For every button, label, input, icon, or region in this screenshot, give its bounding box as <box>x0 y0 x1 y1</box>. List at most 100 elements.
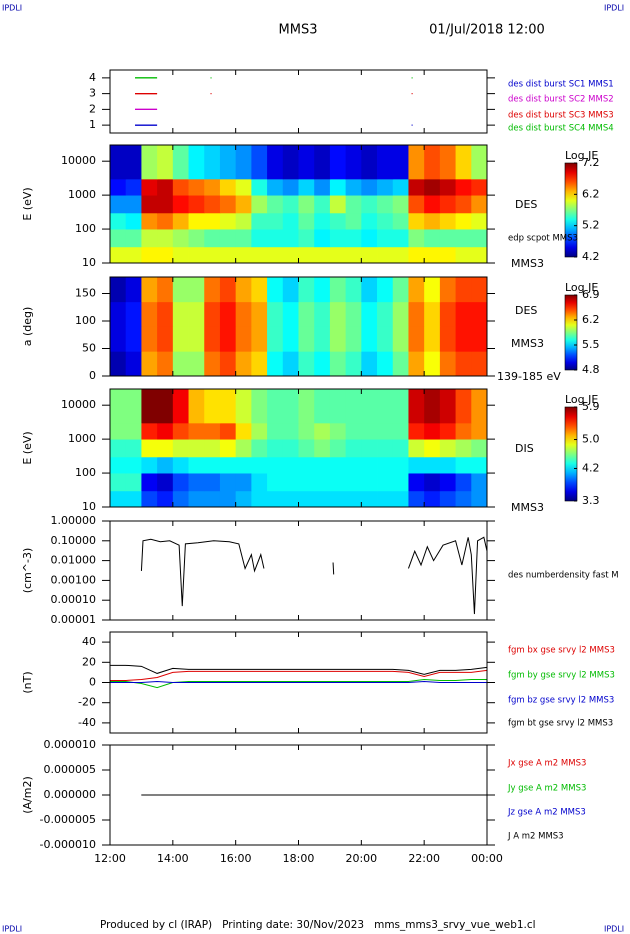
heatmap-cell <box>439 473 456 492</box>
heatmap-cell <box>329 422 347 440</box>
heatmap-cell <box>455 389 472 424</box>
heatmap-cell <box>235 389 252 424</box>
heatmap-cell <box>235 178 252 196</box>
heatmap-cell <box>345 301 362 327</box>
y-tick-label: 10 <box>82 500 96 513</box>
heatmap-cell <box>392 326 409 352</box>
footer: Produced by cl (IRAP) Printing date: 30/… <box>100 919 536 931</box>
panel-label: DES <box>515 304 537 317</box>
heatmap-cell <box>282 456 299 474</box>
heatmap-cell <box>298 229 315 248</box>
heatmap-cell <box>204 326 221 352</box>
heatmap-cell <box>392 490 409 508</box>
heatmap-cell <box>439 212 456 230</box>
y-tick-label: 1000 <box>68 188 96 201</box>
heatmap-cell <box>329 212 347 230</box>
heatmap-cell <box>204 301 221 327</box>
heatmap-cell <box>345 439 362 458</box>
heatmap-cell <box>471 351 488 377</box>
y-tick-label: 1 <box>89 118 96 131</box>
heatmap-cell <box>377 326 394 352</box>
burst-interval <box>411 93 413 95</box>
heatmap-cell <box>439 246 456 264</box>
burst-interval <box>210 77 212 79</box>
heatmap-cell <box>392 212 409 230</box>
heatmap-cell <box>110 456 127 474</box>
heatmap-cell <box>282 246 299 264</box>
heatmap-cell <box>439 422 456 440</box>
y-axis-label: (cm^-3) <box>21 548 34 594</box>
heatmap-cell <box>125 246 142 264</box>
heatmap-cell <box>392 229 409 248</box>
heatmap-cell <box>471 389 488 424</box>
y-tick-label: 3 <box>89 87 96 100</box>
heatmap-cell <box>235 195 252 214</box>
heatmap-cell <box>235 351 252 377</box>
heatmap-cell <box>471 473 488 492</box>
heatmap-cell <box>141 246 158 264</box>
heatmap-cell <box>141 473 158 492</box>
heatmap-cell <box>188 439 205 458</box>
y-tick-label: -0.000010 <box>40 838 96 851</box>
heatmap-cell <box>188 389 205 424</box>
heatmap-cell <box>455 277 472 303</box>
heatmap-cell <box>141 490 158 508</box>
heatmap-cell <box>439 389 456 424</box>
heatmap-cell <box>125 277 142 303</box>
heatmap-cell <box>110 212 127 230</box>
heatmap-cell <box>267 456 284 474</box>
panel-label: DES <box>515 198 537 211</box>
heatmap-cell <box>439 229 456 248</box>
panel-label: 139-185 eV <box>497 370 561 383</box>
heatmap-cell <box>329 490 347 508</box>
heatmap-cell <box>157 178 174 196</box>
heatmap-cell <box>282 326 299 352</box>
heatmap-cell <box>219 301 237 327</box>
heatmap-cell <box>282 178 299 196</box>
heatmap-cell <box>219 351 237 377</box>
heatmap-cell <box>110 326 127 352</box>
heatmap-cell <box>345 246 362 264</box>
colorbar-tick-label: 3.3 <box>582 494 600 507</box>
x-tick-label: 20:00 <box>345 852 377 865</box>
heatmap-cell <box>141 212 158 230</box>
y-tick-label: 0.01000 <box>51 554 97 567</box>
y-axis-label: a (deg) <box>21 307 34 347</box>
heatmap-cell <box>345 473 362 492</box>
heatmap-cell <box>424 473 441 492</box>
burst-interval <box>411 124 413 126</box>
legend-label: Jy gse A m2 MMS3 <box>507 784 586 794</box>
colorbar-tick-label: 7.2 <box>582 156 600 169</box>
heatmap-cell <box>157 490 174 508</box>
legend-label: J A m2 MMS3 <box>507 832 564 842</box>
heatmap-cell <box>408 195 425 214</box>
heatmap-cell <box>125 351 142 377</box>
heatmap-cell <box>361 301 378 327</box>
heatmap-cell <box>377 145 394 180</box>
heatmap-cell <box>377 490 394 508</box>
heatmap-cell <box>267 389 284 424</box>
heatmap-cell <box>439 351 456 377</box>
heatmap-cell <box>314 195 331 214</box>
panel-frame <box>109 520 488 621</box>
heatmap-cell <box>455 473 472 492</box>
heatmap-cell <box>251 212 268 230</box>
heatmap-cell <box>361 439 378 458</box>
colorbar-tick-label: 5.0 <box>582 433 600 446</box>
heatmap-cell <box>172 145 189 180</box>
heatmap-cell <box>455 326 472 352</box>
heatmap-cell <box>424 389 441 424</box>
heatmap-cell <box>392 351 409 377</box>
colorbar <box>564 162 578 258</box>
heatmap-cell <box>439 326 456 352</box>
heatmap-cell <box>392 473 409 492</box>
y-tick-label: 1000 <box>68 432 96 445</box>
panel-frame <box>109 69 488 134</box>
heatmap-cell <box>377 439 394 458</box>
heatmap-cell <box>408 389 425 424</box>
heatmap-cell <box>408 229 425 248</box>
heatmap-cell <box>251 326 268 352</box>
heatmap-cell <box>408 422 425 440</box>
heatmap-cell <box>471 229 488 248</box>
heatmap-cell <box>219 490 237 508</box>
